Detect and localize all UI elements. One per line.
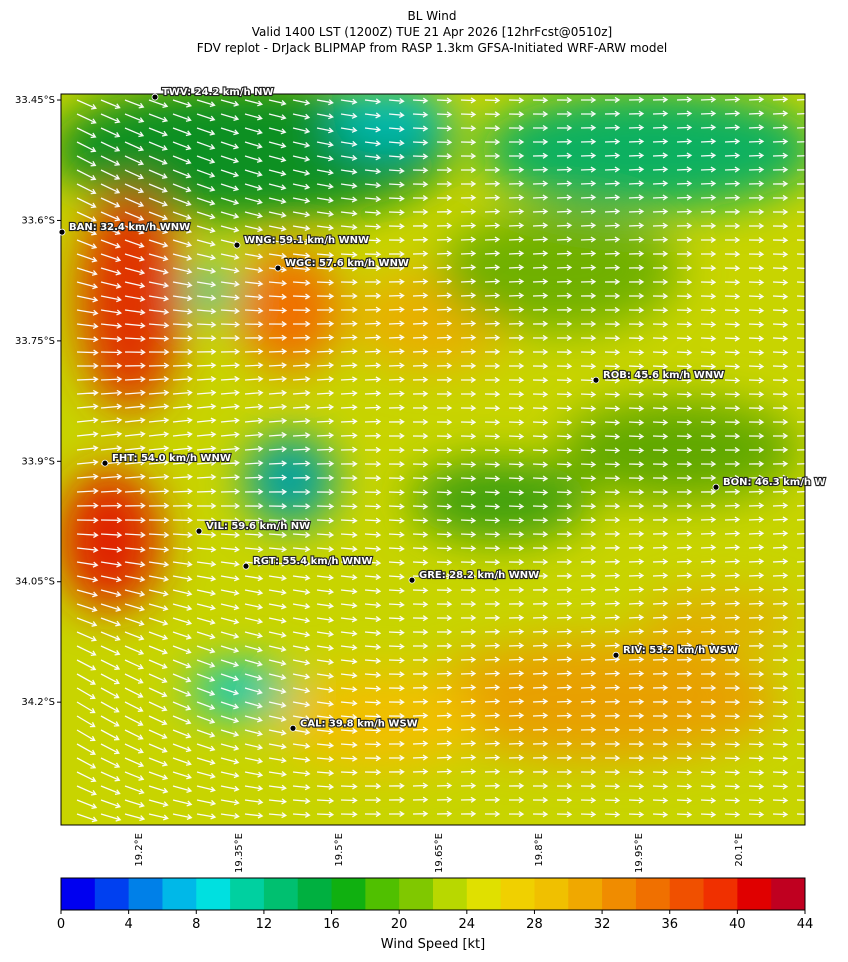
x-tick-label: 19.8°E [534,833,545,867]
station-marker [151,93,159,101]
colorbar-tick-label: 8 [192,917,200,932]
colorbar-tick-label: 36 [661,917,678,932]
x-tick-label: 19.95°E [634,833,645,873]
colorbar-segment [669,878,705,910]
y-tick-label: 33.6°S [21,215,55,226]
y-tick-label: 34.05°S [15,577,55,588]
x-tick-label: 19.2°E [134,833,145,867]
y-tick-label: 34.2°S [21,697,55,708]
title: BL Wind [408,9,457,23]
station-label: BON: 46.3 km/h W [723,477,825,488]
x-tick-label: 20.1°E [734,833,745,867]
station-marker [233,241,241,249]
station-label: ROB: 45.6 km/h WNW [603,370,724,381]
station-marker [195,527,203,535]
station-marker [712,483,720,491]
colorbar-segment [365,878,400,910]
station-marker [242,562,250,570]
colorbar-segment [500,878,535,910]
colorbar-segment [297,878,333,910]
colorbar-segment [602,878,637,910]
wind-vectors [76,96,805,823]
colorbar-segment [331,878,366,910]
colorbar-segment [703,878,738,910]
colorbar-segment [771,878,806,910]
x-tick-label: 19.5°E [334,833,345,867]
colorbar-tick-label: 44 [797,917,814,932]
station-label: RIV: 53.2 km/h WSW [623,645,738,656]
colorbar-tick-label: 24 [459,917,476,932]
station-marker [408,576,416,584]
station-marker [612,651,620,659]
colorbar-frame [60,877,806,911]
station-marker [58,228,66,236]
x-tick-label: 19.35°E [234,833,245,873]
colorbar-segment [433,878,468,910]
colorbar-tick-label: 12 [256,917,273,932]
colorbar-segment [635,878,671,910]
colorbar-tick-label: 28 [526,917,543,932]
y-tick-label: 33.9°S [21,456,55,467]
colorbar-label: Wind Speed [kt] [381,937,485,952]
station-label: FHT: 54.0 km/h WNW [112,453,231,464]
colorbar-segment [737,878,772,910]
colorbar-segment [196,878,231,910]
colorbar-tick-label: 32 [594,917,611,932]
station-label: GRE: 28.2 km/h WNW [419,570,539,581]
station-label: WNG: 59.1 km/h WNW [244,235,369,246]
colorbar-tick-label: 0 [57,917,65,932]
station-label: VIL: 59.6 km/h NW [206,521,310,532]
colorbar-tick-label: 20 [391,917,408,932]
subtitle: Valid 1400 LST (1200Z) TUE 21 Apr 2026 [… [252,25,612,39]
station-label: WGC: 57.6 km/h WNW [285,258,409,269]
colorbar-segment [534,878,569,910]
wind-arrows [76,96,805,823]
colorbar-tick-label: 16 [323,917,340,932]
map-field [61,94,805,825]
station-marker [592,376,600,384]
colorbar-segment [263,878,299,910]
colorbar-tick-label: 4 [124,917,132,932]
station-label: RGT: 55.4 km/h WNW [253,556,372,567]
station-label: TWV: 24.2 km/h NW [162,87,274,98]
colorbar-segment [399,878,434,910]
station-marker [274,264,282,272]
y-tick-label: 33.75°S [15,336,55,347]
colorbar-segment [94,878,130,910]
station-marker [289,724,297,732]
colorbar-segment [466,878,502,910]
colorbar-segment [162,878,197,910]
map-frame [60,93,806,826]
station-label: CAL: 39.8 km/h WSW [300,718,418,729]
station-marker [101,459,109,467]
station-label: BAN: 32.4 km/h WNW [69,222,190,233]
colorbar-segment [230,878,265,910]
colorbar-segment [568,878,603,910]
subtitle: FDV replot - DrJack BLIPMAP from RASP 1.… [197,41,667,55]
colorbar-tick-label: 40 [729,917,746,932]
x-tick-label: 19.65°E [434,833,445,873]
colorbar-segment [128,878,163,910]
y-tick-label: 33.45°S [15,95,55,106]
colorbar-segment [61,878,96,910]
